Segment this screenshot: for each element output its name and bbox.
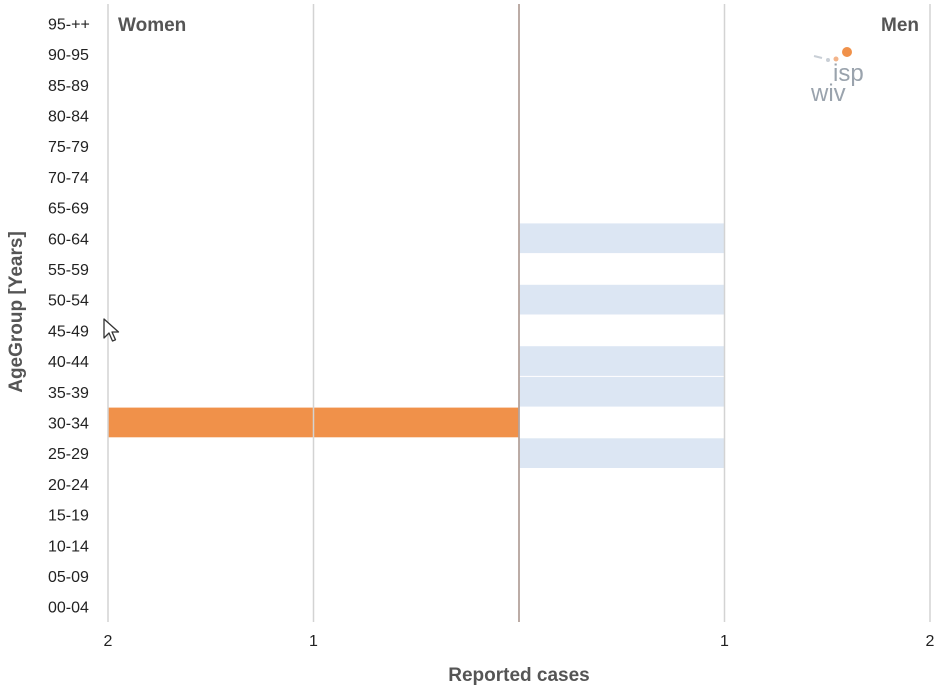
x-tick-labels: 2 1 1 2 [104,633,935,650]
x-tick-label: 2 [104,633,113,650]
grid-lines [107,4,931,622]
y-tick-label-80-84: 80-84 [48,108,89,125]
bar-men-50-54 [519,284,725,315]
y-tick-label-95-++: 95-++ [48,16,90,33]
bars [108,223,725,468]
men-side-label: Men [881,15,919,36]
x-tick-label: 2 [926,633,935,650]
logo-dot [842,47,852,57]
logo-text-isp: isp [833,60,864,87]
x-tick-label: 1 [309,633,318,650]
y-tick-label-25-29: 25-29 [48,446,89,463]
bar-men-25-29 [519,438,725,468]
bar-men-60-64 [519,223,725,254]
y-tick-label-10-14: 10-14 [48,538,89,555]
x-axis-title: Reported cases [448,665,590,686]
bar-men-35-39 [519,376,725,407]
y-axis-title: AgeGroup [Years] [6,231,27,393]
y-tick-label-45-49: 45-49 [48,323,89,340]
y-tick-label-90-95: 90-95 [48,47,89,64]
y-tick-label-85-89: 85-89 [48,78,89,95]
y-tick-label-15-19: 15-19 [48,508,89,525]
y-tick-label-55-59: 55-59 [48,262,89,279]
y-tick-label-75-79: 75-79 [48,139,89,156]
women-side-label: Women [118,15,186,36]
arrow-cursor-icon [103,318,120,342]
y-tick-labels: 00-04 05-09 10-14 15-19 20-24 25-29 30-34 35-39… [48,16,90,616]
y-tick-label-00-04: 00-04 [48,600,89,617]
isp-wiv-logo: isp wiv [810,47,864,107]
logo-text-wiv: wiv [810,80,846,107]
y-tick-label-20-24: 20-24 [48,477,89,494]
y-tick-label-05-09: 05-09 [48,569,89,586]
y-tick-label-40-44: 40-44 [48,354,89,371]
y-tick-label-35-39: 35-39 [48,385,89,402]
y-tick-label-60-64: 60-64 [48,231,89,248]
y-tick-label-65-69: 65-69 [48,201,89,218]
bar-men-40-44 [519,346,725,376]
y-tick-label-30-34: 30-34 [48,415,89,432]
y-tick-label-50-54: 50-54 [48,293,89,310]
x-tick-label: 1 [720,633,729,650]
y-tick-label-70-74: 70-74 [48,170,89,187]
